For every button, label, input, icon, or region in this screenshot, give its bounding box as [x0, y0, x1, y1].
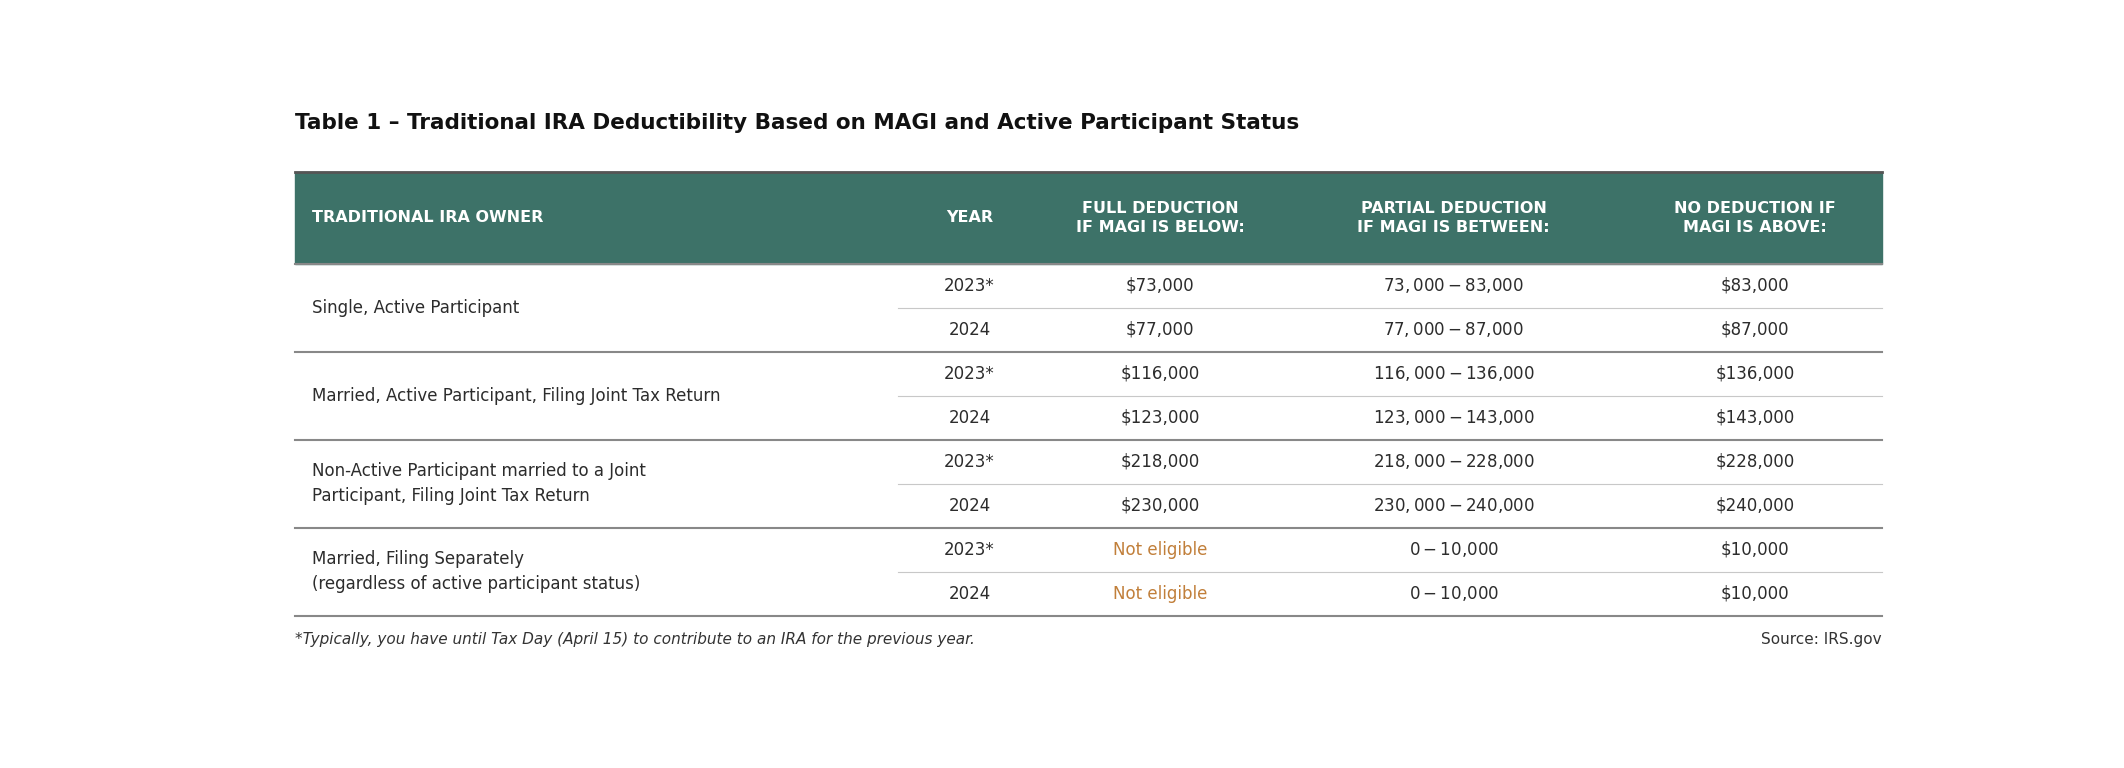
Text: $83,000: $83,000	[1720, 276, 1788, 295]
Text: PARTIAL DEDUCTION
IF MAGI IS BETWEEN:: PARTIAL DEDUCTION IF MAGI IS BETWEEN:	[1357, 200, 1551, 235]
Text: Married, Active Participant, Filing Joint Tax Return: Married, Active Participant, Filing Join…	[312, 386, 720, 405]
Text: *Typically, you have until Tax Day (April 15) to contribute to an IRA for the pr: *Typically, you have until Tax Day (Apri…	[295, 632, 975, 647]
Text: 2023*: 2023*	[945, 452, 994, 471]
Text: $143,000: $143,000	[1716, 409, 1795, 426]
Text: $87,000: $87,000	[1720, 320, 1788, 339]
Text: $230,000 - $240,000: $230,000 - $240,000	[1372, 496, 1534, 515]
Text: $123,000: $123,000	[1119, 409, 1200, 426]
Text: $116,000: $116,000	[1119, 365, 1200, 382]
Bar	[295, 528, 1882, 615]
Bar	[295, 352, 1882, 439]
Text: FULL DEDUCTION
IF MAGI IS BELOW:: FULL DEDUCTION IF MAGI IS BELOW:	[1075, 200, 1245, 235]
Text: 2023*: 2023*	[945, 276, 994, 295]
Text: $10,000: $10,000	[1720, 584, 1788, 603]
Text: 2024: 2024	[949, 409, 990, 426]
Text: $0-$10,000: $0-$10,000	[1408, 540, 1500, 559]
Text: $136,000: $136,000	[1716, 365, 1795, 382]
Text: Not eligible: Not eligible	[1113, 541, 1206, 558]
Text: Not eligible: Not eligible	[1113, 584, 1206, 603]
Text: TRADITIONAL IRA OWNER: TRADITIONAL IRA OWNER	[312, 210, 544, 225]
Text: $230,000: $230,000	[1119, 497, 1200, 515]
Text: $77,000: $77,000	[1126, 320, 1194, 339]
Text: 2023*: 2023*	[945, 541, 994, 558]
Text: $116,000 - $136,000: $116,000 - $136,000	[1372, 364, 1534, 383]
Text: $123,000 - $143,000: $123,000 - $143,000	[1372, 408, 1534, 427]
Text: 2024: 2024	[949, 584, 990, 603]
Text: $73,000 - $83,000: $73,000 - $83,000	[1383, 276, 1523, 295]
Text: 2024: 2024	[949, 497, 990, 515]
Bar	[295, 172, 1882, 263]
Text: $240,000: $240,000	[1716, 497, 1795, 515]
Text: $228,000: $228,000	[1716, 452, 1795, 471]
Bar	[295, 439, 1882, 528]
Text: Table 1 – Traditional IRA Deductibility Based on MAGI and Active Participant Sta: Table 1 – Traditional IRA Deductibility …	[295, 113, 1300, 133]
Text: $0-$10,000: $0-$10,000	[1408, 584, 1500, 603]
Text: Married, Filing Separately
(regardless of active participant status): Married, Filing Separately (regardless o…	[312, 550, 639, 593]
Text: $218,000 - $228,000: $218,000 - $228,000	[1372, 452, 1534, 471]
Text: Non-Active Participant married to a Joint
Participant, Filing Joint Tax Return: Non-Active Participant married to a Join…	[312, 462, 646, 505]
Text: $77,000 - $87,000: $77,000 - $87,000	[1383, 320, 1523, 339]
Text: 2024: 2024	[949, 320, 990, 339]
Text: $218,000: $218,000	[1119, 452, 1200, 471]
Text: NO DEDUCTION IF
MAGI IS ABOVE:: NO DEDUCTION IF MAGI IS ABOVE:	[1674, 200, 1835, 235]
Text: Source: IRS.gov: Source: IRS.gov	[1761, 632, 1882, 647]
Text: $73,000: $73,000	[1126, 276, 1194, 295]
Text: YEAR: YEAR	[945, 210, 994, 225]
Text: 2023*: 2023*	[945, 365, 994, 382]
Bar	[295, 263, 1882, 352]
Text: $10,000: $10,000	[1720, 541, 1788, 558]
Text: Single, Active Participant: Single, Active Participant	[312, 299, 518, 316]
